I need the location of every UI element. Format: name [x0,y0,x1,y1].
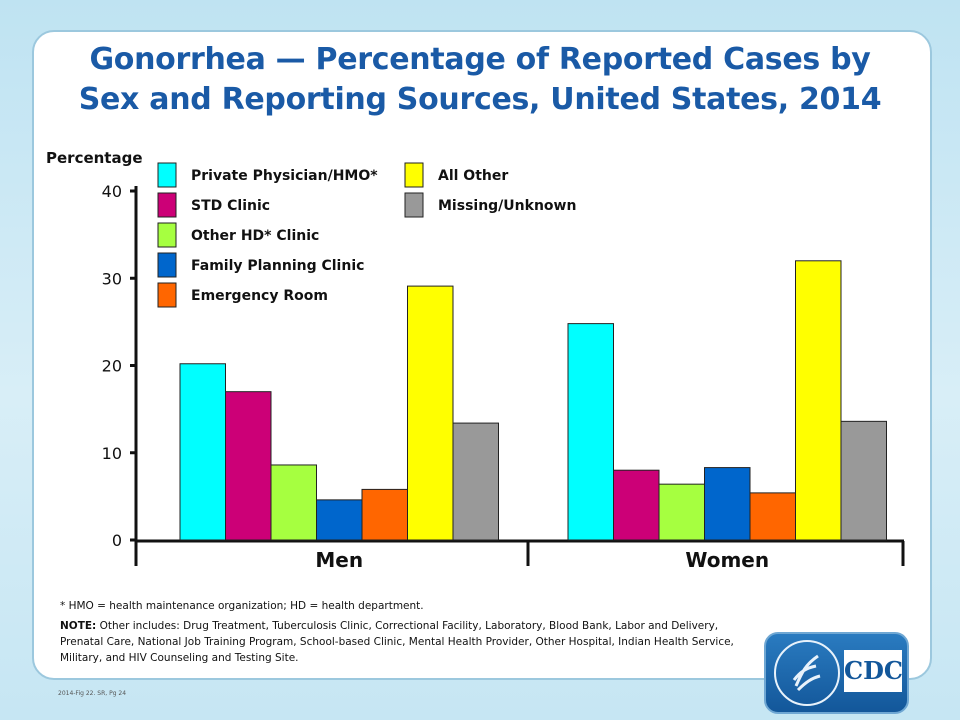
legend-label: STD Clinic [191,198,270,214]
legend-swatch [404,162,424,188]
x-category-label: Men [315,548,363,572]
legend-label: Missing/Unknown [438,198,576,214]
footnotes: * HMO = health maintenance organization;… [60,598,740,670]
note-text: Other includes: Drug Treatment, Tubercul… [60,620,734,664]
legend-label: Private Physician/HMO* [191,168,378,184]
bar-women-5 [749,492,796,541]
legend-swatch [157,282,177,308]
slide-card [32,30,932,680]
legend-swatch [157,162,177,188]
legend-label: Other HD* Clinic [191,228,319,244]
chart-title: Gonorrhea — Percentage of Reported Cases… [0,40,960,120]
x-category-label: Women [685,548,769,572]
bar-women-3 [658,483,705,541]
bar-men-5 [361,488,408,541]
legend-label: Family Planning Clinic [191,258,364,274]
y-tick-label: 20 [102,357,122,376]
y-tick-label: 30 [102,269,122,288]
source-tag: 2014-Fig 22. SR, Pg 24 [58,690,127,697]
bar-men-4 [316,499,363,541]
chart-title-line-1: Gonorrhea — Percentage of Reported Cases… [89,42,871,77]
y-tick-label: 10 [102,444,122,463]
legend-swatch [157,192,177,218]
cdc-logo: CDC [764,632,909,714]
cdc-wordmark: CDC [844,650,903,692]
legend-swatch [404,192,424,218]
x-axis: Men Women [136,539,905,572]
bar-women-6 [795,260,842,541]
bar-women-2 [613,469,660,541]
y-axis-label: Percentage [46,149,143,167]
note-label: NOTE: [60,620,97,632]
bar-women-1 [567,323,614,541]
bars [179,260,887,541]
bar-men-2 [225,391,272,541]
chart-title-line-2: Sex and Reporting Sources, United States… [78,82,882,117]
legend: Private Physician/HMO* STD Clinic Other HD… [157,162,576,308]
bar-men-7 [452,422,499,541]
bar-women-7 [840,420,887,541]
footnote-abbreviations: * HMO = health maintenance organization;… [60,600,424,612]
y-tick-label: 40 [102,182,122,201]
y-tick-label: 0 [112,531,122,550]
footnote-note: NOTE: Other includes: Drug Treatment, Tu… [60,618,740,666]
legend-label: All Other [438,168,508,184]
bar-men-1 [179,363,226,541]
legend-swatch [157,252,177,278]
bar-men-3 [270,464,317,541]
legend-label: Emergency Room [191,288,328,304]
legend-swatch [157,222,177,248]
y-axis: 0 10 20 30 40 [102,182,138,566]
hhs-seal-icon [774,640,840,706]
bar-men-6 [407,285,454,541]
bar-women-4 [704,467,751,541]
